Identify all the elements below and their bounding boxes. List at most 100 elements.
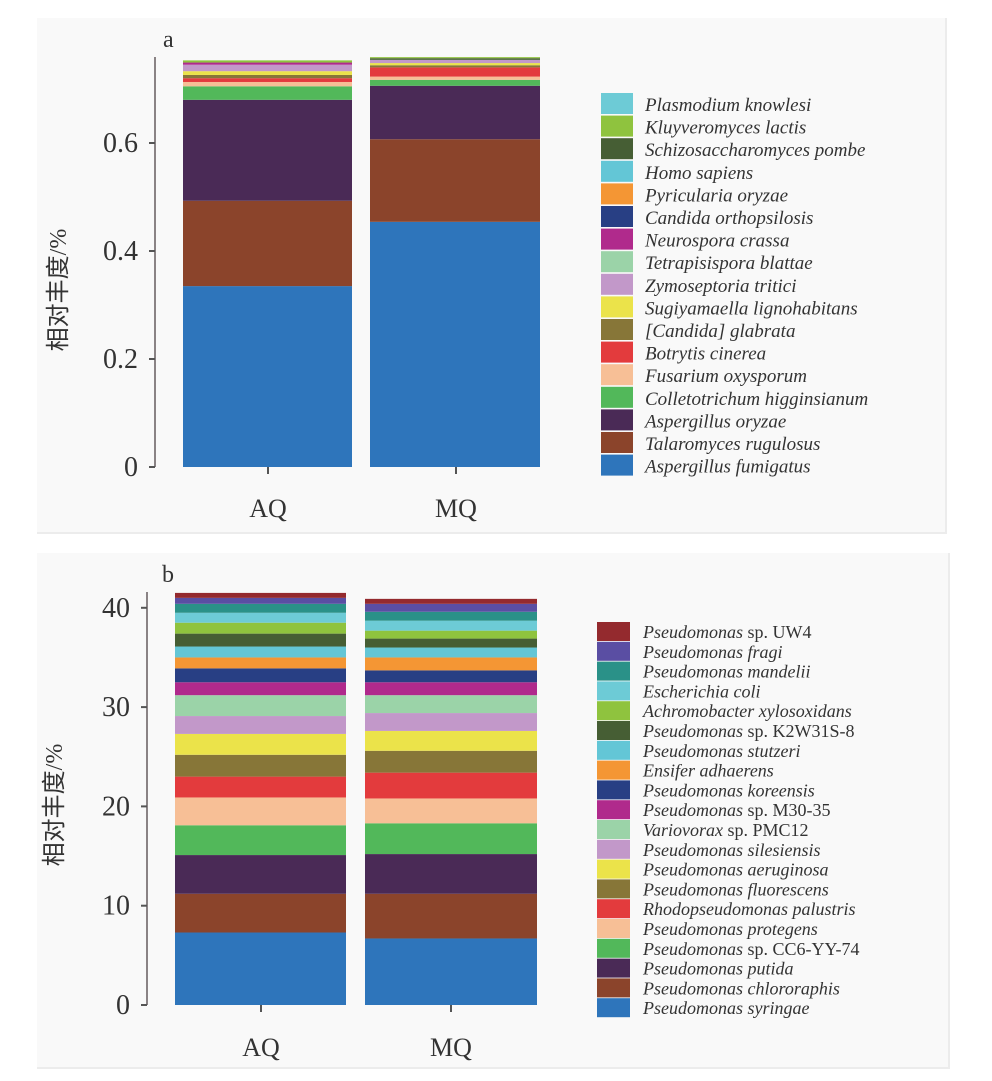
- x-axis-a: AQ MQ: [249, 494, 477, 523]
- legend-swatch-homo-sapiens: [601, 160, 633, 182]
- bar-segment-aq-variovorax-sp-pmc12: [175, 695, 346, 717]
- bar-segment-aq-aspergillus-oryzae: [183, 99, 352, 201]
- legend-label-ensifer-adhaerens: Ensifer adhaerens: [642, 761, 774, 781]
- legend-swatch-pseudomonas-stutzeri: [597, 740, 630, 760]
- legend-swatch-pseudomonas-chlororaphis: [597, 978, 630, 998]
- bar-segment-mq-talaromyces-rugulosus: [370, 139, 540, 222]
- legend-label-pyricularia-oryzae: Pyricularia oryzae: [644, 185, 788, 206]
- y-axis-label-b: 相对丰度/%: [41, 744, 68, 867]
- bar-segment-aq-neurospora-crassa: [183, 62, 352, 65]
- legend-swatch-pseudomonas-sp-m30-35: [597, 800, 630, 820]
- y-tick-label-a-1: 0.2: [103, 344, 138, 375]
- bar-segment-mq-zymoseptoria-tritici: [370, 59, 540, 64]
- bar-segment-aq-achromobacter-xylosoxidans: [175, 622, 346, 634]
- bar-segment-mq-pseudomonas-sp-cc6-yy-74: [365, 823, 537, 855]
- bar-segment-aq-pseudomonas-fluorescens: [175, 754, 346, 777]
- x-axis-b: AQ MQ: [242, 1033, 472, 1062]
- bar-segment-mq-rhodopseudomonas-palustris: [365, 772, 537, 799]
- bar-segment-aq-pseudomonas-putida: [175, 855, 346, 894]
- bar-segment-mq-pseudomonas-sp-k2w31s-8: [365, 638, 537, 648]
- legend-swatch-botrytis-cinerea: [601, 341, 633, 363]
- legend-swatch-variovorax-sp-pmc12: [597, 820, 630, 839]
- bar-segment-aq-pseudomonas-sp-m30-35: [175, 682, 346, 696]
- bar-segment-mq-pseudomonas-fluorescens: [365, 750, 537, 773]
- bar-segment-mq-pseudomonas-mandelii: [365, 611, 537, 621]
- legend-label-candida-glabrata: [Candida] glabrata: [645, 321, 795, 342]
- bars-b: [175, 592, 537, 1005]
- legend-label-pseudomonas-sp-k2w31s-8: Pseudomonas sp. K2W31S-8: [642, 721, 855, 741]
- legend-swatch-pseudomonas-putida: [597, 958, 630, 978]
- legend-swatch-escherichia-coli: [597, 681, 630, 701]
- bar-segment-mq-kluyveromyces-lactis: [370, 57, 540, 59]
- y-axis-label-a: 相对丰度/%: [45, 229, 72, 352]
- legend-swatch-ensifer-adhaerens: [597, 760, 630, 780]
- legend-label-candida-orthopsilosis: Candida orthopsilosis: [645, 208, 813, 229]
- legend-label-pseudomonas-koreensis: Pseudomonas koreensis: [642, 780, 815, 800]
- legend-swatch-pseudomonas-fragi: [597, 641, 630, 661]
- x-tick-label-aq-a: AQ: [249, 494, 287, 523]
- legend-label-sugiyamaella-lignohabitans: Sugiyamaella lignohabitans: [645, 298, 858, 319]
- legend-label-pseudomonas-silesiensis: Pseudomonas silesiensis: [642, 840, 821, 860]
- legend-label-pseudomonas-fluorescens: Pseudomonas fluorescens: [642, 879, 829, 899]
- bar-segment-mq-fusarium-oxysporum: [370, 76, 540, 80]
- legend-swatch-talaromyces-rugulosus: [601, 432, 633, 453]
- bar-segment-aq-ensifer-adhaerens: [175, 657, 346, 669]
- legend-label-pseudomonas-stutzeri: Pseudomonas stutzeri: [642, 741, 801, 761]
- legend-swatch-pseudomonas-fluorescens: [597, 879, 630, 899]
- legend-swatch-neurospora-crassa: [601, 228, 633, 250]
- bar-segment-mq-schizosaccharomyces-pombe: [370, 58, 540, 60]
- bar-segment-aq-pseudomonas-koreensis: [175, 668, 346, 683]
- legend-label-aspergillus-oryzae: Aspergillus oryzae: [643, 411, 786, 432]
- panel-label-a: a: [163, 27, 174, 53]
- y-axis-b: 0 10 20 30 40: [102, 592, 452, 1021]
- bar-segment-aq-escherichia-coli: [175, 612, 346, 623]
- bar-segment-mq-aspergillus-fumigatus: [370, 221, 540, 467]
- bar-segment-aq-pseudomonas-sp-k2w31s-8: [175, 633, 346, 647]
- bar-segment-aq-pseudomonas-protegens: [175, 797, 346, 826]
- bar-segment-mq-pseudomonas-sp-m30-35: [365, 682, 537, 696]
- x-tick-label-mq-a: MQ: [435, 494, 477, 523]
- bar-segment-mq-variovorax-sp-pmc12: [365, 695, 537, 714]
- bar-segment-aq-pseudomonas-silesiensis: [175, 716, 346, 734]
- legend-label-pseudomonas-sp-m30-35: Pseudomonas sp. M30-35: [642, 800, 831, 820]
- y-tick-label-b-0: 0: [116, 990, 130, 1021]
- bar-segment-mq-pseudomonas-koreensis: [365, 670, 537, 683]
- bar-segment-aq-pseudomonas-fragi: [175, 597, 346, 604]
- bar-segment-mq-botrytis-cinerea: [370, 67, 540, 77]
- legend-label-fusarium-oxysporum: Fusarium oxysporum: [644, 366, 807, 387]
- bar-segment-aq-pseudomonas-sp-cc6-yy-74: [175, 825, 346, 856]
- legend-label-pseudomonas-mandelii: Pseudomonas mandelii: [642, 662, 810, 682]
- legend-label-colletotrichum-higginsianum: Colletotrichum higginsianum: [645, 389, 868, 410]
- legend-swatch-pseudomonas-silesiensis: [597, 839, 630, 859]
- bar-segment-mq-pseudomonas-aeruginosa: [365, 730, 537, 751]
- bar-segment-aq-pseudomonas-chlororaphis: [175, 893, 346, 933]
- legend-label-achromobacter-xylosoxidans: Achromobacter xylosoxidans: [642, 701, 852, 721]
- legend-swatch-pseudomonas-sp-k2w31s-8: [597, 721, 630, 740]
- bar-segment-aq-pseudomonas-mandelii: [175, 603, 346, 613]
- y-tick-label-a-0: 0: [124, 452, 138, 483]
- legend-swatch-achromobacter-xylosoxidans: [597, 701, 630, 721]
- y-tick-label-b-3: 30: [102, 692, 130, 723]
- legend-swatch-pseudomonas-koreensis: [597, 780, 630, 800]
- bar-segment-mq-pseudomonas-chlororaphis: [365, 893, 537, 939]
- bar-segment-mq-pseudomonas-sp-uw4: [365, 598, 537, 604]
- legend-label-escherichia-coli: Escherichia coli: [642, 681, 760, 701]
- bar-segment-mq-colletotrichum-higginsianum: [370, 79, 540, 86]
- legend-label-zymoseptoria-tritici: Zymoseptoria tritici: [645, 276, 796, 297]
- legend-swatch-candida-orthopsilosis: [601, 206, 633, 227]
- legend-label-pseudomonas-aeruginosa: Pseudomonas aeruginosa: [642, 860, 829, 880]
- bar-segment-mq-achromobacter-xylosoxidans: [365, 630, 537, 639]
- bar-segment-aq-talaromyces-rugulosus: [183, 200, 352, 287]
- y-tick-label-b-2: 20: [102, 791, 130, 822]
- bar-segment-aq-zymoseptoria-tritici: [183, 64, 352, 72]
- legend-swatch-aspergillus-oryzae: [601, 409, 633, 431]
- legend-label-pseudomonas-sp-uw4: Pseudomonas sp. UW4: [642, 622, 812, 642]
- legend-label-pseudomonas-fragi: Pseudomonas fragi: [642, 642, 783, 662]
- bar-segment-aq-pseudomonas-sp-uw4: [175, 592, 346, 598]
- legend-swatch-pseudomonas-mandelii: [597, 661, 630, 681]
- y-tick-label-a-2: 0.4: [103, 236, 138, 267]
- legend-swatch-zymoseptoria-tritici: [601, 273, 633, 295]
- legend-label-talaromyces-rugulosus: Talaromyces rugulosus: [645, 434, 820, 455]
